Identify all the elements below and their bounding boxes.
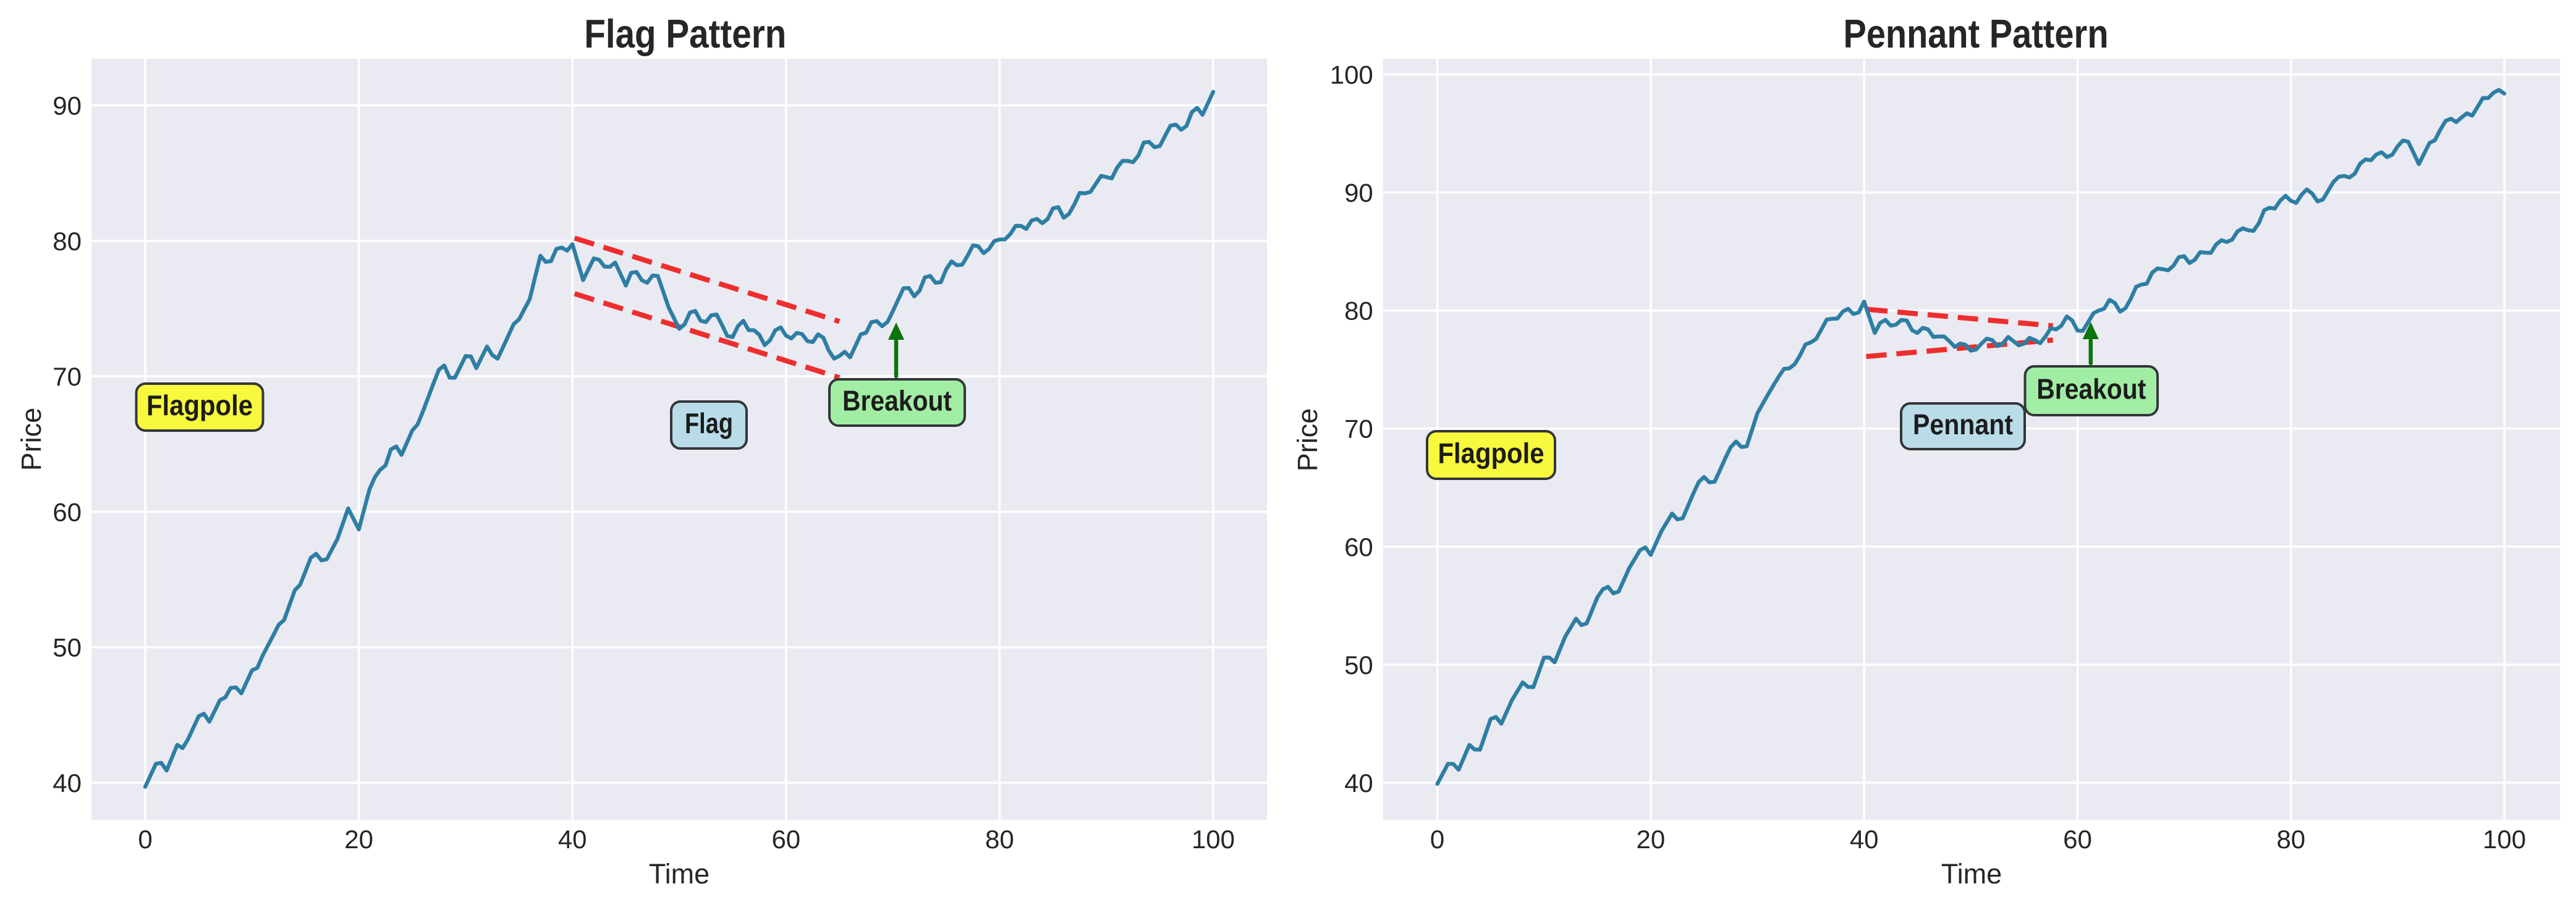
svg-text:40: 40: [53, 769, 82, 798]
svg-text:80: 80: [53, 227, 82, 256]
svg-text:20: 20: [1637, 825, 1666, 854]
svg-text:0: 0: [1430, 825, 1444, 854]
svg-text:80: 80: [985, 825, 1014, 854]
svg-text:60: 60: [53, 497, 82, 526]
svg-text:100: 100: [1192, 825, 1235, 854]
svg-text:Time: Time: [1941, 858, 2002, 890]
svg-text:Flag Pattern: Flag Pattern: [584, 11, 786, 56]
svg-text:Price: Price: [15, 408, 47, 471]
svg-text:20: 20: [344, 825, 373, 854]
svg-text:100: 100: [1330, 60, 1373, 89]
svg-text:70: 70: [1344, 415, 1373, 444]
svg-text:60: 60: [1344, 533, 1373, 562]
svg-text:50: 50: [53, 633, 82, 662]
svg-text:0: 0: [138, 825, 152, 854]
svg-text:40: 40: [1344, 769, 1373, 798]
svg-text:Pennant Pattern: Pennant Pattern: [1844, 11, 2109, 56]
svg-text:40: 40: [558, 825, 587, 854]
svg-text:Breakout: Breakout: [2036, 373, 2146, 405]
svg-text:60: 60: [2063, 825, 2092, 854]
svg-text:60: 60: [771, 825, 800, 854]
svg-text:Pennant: Pennant: [1913, 408, 2013, 440]
svg-text:Flagpole: Flagpole: [146, 389, 253, 421]
svg-text:Time: Time: [649, 858, 710, 890]
svg-text:50: 50: [1344, 651, 1373, 680]
svg-text:90: 90: [53, 91, 82, 120]
svg-text:Flag: Flag: [685, 407, 733, 439]
svg-text:70: 70: [53, 362, 82, 391]
svg-text:80: 80: [1344, 297, 1373, 326]
svg-text:40: 40: [1850, 825, 1879, 854]
svg-text:90: 90: [1344, 179, 1373, 208]
svg-text:80: 80: [2276, 825, 2305, 854]
svg-text:Price: Price: [1292, 408, 1323, 472]
svg-text:Flagpole: Flagpole: [1438, 437, 1544, 470]
svg-text:Breakout: Breakout: [842, 385, 952, 417]
svg-text:100: 100: [2483, 825, 2526, 854]
